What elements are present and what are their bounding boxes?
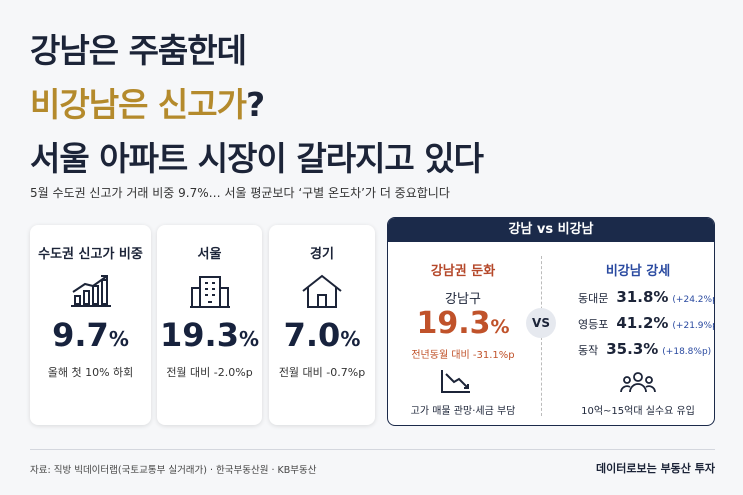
card-note: 올해 첫 10% 하회 [47, 366, 134, 379]
reason: 고가 매물 관망·세금 부담 [410, 406, 516, 417]
stat-card: 서울 19.3% 전월 대비 -2.0%p [157, 225, 262, 425]
district: 강남구 [445, 292, 481, 307]
building-icon [189, 276, 230, 308]
district-row: 동대문 31.8%(+24.2%p) [578, 288, 714, 306]
district-change: 전년동월 대비 -31.1%p [411, 350, 515, 361]
district: 영등포 [578, 318, 609, 331]
source: 자료: 직방 빅데이터랩(국토교통부 실거래가) · 한국부동산원 · KB부동… [30, 465, 317, 476]
unit: % [490, 316, 510, 338]
panel-title: 강남 vs 비강남 [388, 218, 714, 242]
title-line: 강남은 주춤한데 [30, 31, 247, 70]
down-icon [441, 370, 470, 393]
value: 9.7 [52, 316, 109, 354]
district: 동대문 [578, 292, 609, 305]
card-note: 전월 대비 -2.0%p [166, 366, 253, 379]
stat-card: 경기 7.0% 전월 대비 -0.7%p [269, 225, 375, 425]
value: 19.3 [416, 306, 491, 341]
right-heading: 비강남 강세 [605, 264, 671, 279]
card-label: 수도권 신고가 비중 [38, 247, 143, 262]
card-label: 서울 [197, 247, 222, 262]
unit: % [340, 327, 361, 351]
brand: 데이터로보는 부동산 투자 [596, 462, 715, 475]
district-change: (+18.8%p) [662, 347, 712, 357]
unit: % [108, 327, 129, 351]
district-row: 동작 35.3% (+18.8%p) [578, 340, 711, 358]
district-change: (+24.2%p) [672, 295, 714, 305]
card-value: 7.0% [269, 316, 375, 354]
title-mark: ? [246, 85, 265, 124]
people-icon [620, 372, 656, 393]
district-value: 35.3% [606, 340, 659, 358]
left-heading: 강남권 둔화 [430, 264, 496, 279]
footer-rule [30, 449, 715, 450]
vs-badge: VS [526, 308, 556, 338]
card-value: 9.7% [30, 316, 151, 354]
card-label: 경기 [310, 247, 334, 262]
value: 19.3 [160, 316, 239, 354]
district: 동작 [578, 344, 599, 357]
reason: 10억~15억대 실수요 유입 [581, 406, 695, 417]
compare-panel: 강남 vs 비강남 강남권 둔화 강남구 19.3% 전년동월 대비 -31.1… [387, 217, 715, 426]
card-note: 전월 대비 -0.7%p [278, 366, 366, 379]
stat-card: 수도권 신고가 비중 9.7% 올해 첫 10% 하회 [30, 225, 151, 425]
district-change: (+21.9%p) [672, 321, 714, 331]
chart-icon [70, 275, 111, 307]
title-highlight: 비강남은 신고가 [30, 85, 247, 124]
value: 7.0 [283, 316, 341, 354]
subtitle: 5월 수도권 신고가 거래 비중 9.7%… 서울 평균보다 ‘구별 온도차’가… [30, 186, 450, 200]
district-value: 31.8% [616, 288, 669, 306]
district-row: 영등포 41.2%(+21.9%p) [578, 314, 714, 332]
house-icon [302, 274, 342, 308]
district-value: 41.2% [616, 314, 669, 332]
unit: % [238, 327, 259, 351]
district-value: 19.3% [388, 306, 538, 341]
title-line: 서울 아파트 시장이 갈라지고 있다 [30, 139, 484, 178]
card-value: 19.3% [157, 316, 262, 354]
title-line: 비강남은 신고가? [30, 78, 265, 126]
